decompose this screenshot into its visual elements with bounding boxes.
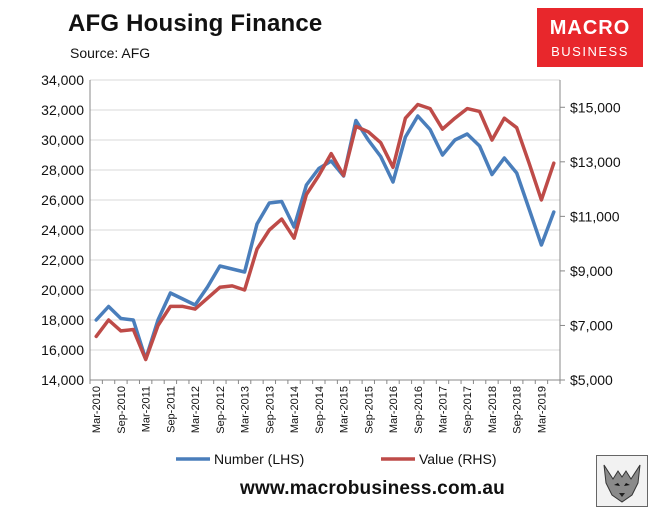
- y-left-tick-label: 30,000: [41, 132, 84, 148]
- y-left-tick-label: 26,000: [41, 192, 84, 208]
- y-left-tick-label: 20,000: [41, 282, 84, 298]
- legend-label-value: Value (RHS): [419, 451, 497, 467]
- x-tick-label: Mar-2011: [141, 386, 153, 432]
- macrobusiness-logo: MACRO BUSINESS: [537, 8, 643, 67]
- x-tick-label: Mar-2014: [289, 386, 301, 433]
- y-left-tick-label: 32,000: [41, 102, 84, 118]
- x-tick-label: Mar-2017: [438, 386, 450, 433]
- y-left-tick-label: 22,000: [41, 252, 84, 268]
- y-left-tick-label: 28,000: [41, 162, 84, 178]
- y-left-tick-label: 24,000: [41, 222, 84, 238]
- y-right-tick-label: $5,000: [570, 372, 613, 388]
- y-right-tick-label: $15,000: [570, 99, 621, 115]
- series-line-value: [94, 102, 556, 362]
- logo-background: [537, 8, 643, 67]
- x-tick-label: Sep-2013: [264, 386, 276, 434]
- x-tick-label: Sep-2015: [363, 386, 375, 434]
- chart-source: Source: AFG: [70, 45, 151, 61]
- y-left-tick-label: 16,000: [41, 342, 84, 358]
- y-left-tick-label: 14,000: [41, 372, 84, 388]
- x-tick-label: Mar-2019: [536, 386, 548, 433]
- wolf-logo-icon: [596, 455, 648, 507]
- y-left-tick-label: 34,000: [41, 72, 84, 88]
- logo-text-business: BUSINESS: [551, 44, 629, 59]
- x-tick-label: Sep-2010: [116, 386, 128, 434]
- x-tick-label: Sep-2016: [413, 386, 425, 434]
- x-tick-label: Mar-2015: [339, 386, 351, 433]
- x-tick-label: Mar-2010: [91, 386, 103, 433]
- y-right-tick-label: $7,000: [570, 317, 613, 333]
- x-tick-label: Mar-2018: [487, 386, 499, 433]
- legend-label-number: Number (LHS): [214, 451, 304, 467]
- y-right-tick-label: $13,000: [570, 154, 621, 170]
- chart-title: AFG Housing Finance: [68, 10, 323, 37]
- series-line-number: [94, 114, 556, 361]
- y-right-tick-label: $11,000: [570, 208, 620, 224]
- y-right-tick-label: $9,000: [570, 263, 613, 279]
- x-tick-label: Sep-2018: [512, 386, 524, 434]
- x-tick-label: Mar-2012: [190, 386, 202, 433]
- x-tick-label: Sep-2012: [215, 386, 227, 434]
- y-left-tick-label: 18,000: [41, 312, 84, 328]
- x-tick-label: Mar-2013: [240, 386, 252, 433]
- x-tick-label: Sep-2017: [462, 386, 474, 434]
- x-tick-label: Sep-2014: [314, 386, 326, 434]
- website-url: www.macrobusiness.com.au: [240, 478, 505, 499]
- logo-text-macro: MACRO: [549, 17, 631, 39]
- x-tick-label: Sep-2011: [165, 386, 177, 433]
- x-tick-label: Mar-2016: [388, 386, 400, 433]
